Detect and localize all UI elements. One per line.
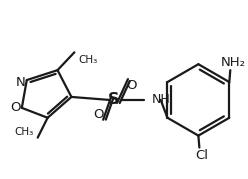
Text: N: N (16, 76, 26, 89)
Text: O: O (93, 108, 103, 121)
Text: NH: NH (152, 93, 171, 106)
Text: NH₂: NH₂ (221, 56, 246, 69)
Text: S: S (108, 92, 120, 107)
Text: CH₃: CH₃ (78, 55, 98, 65)
Text: O: O (127, 79, 137, 91)
Text: Cl: Cl (195, 149, 208, 162)
Text: CH₃: CH₃ (14, 127, 34, 137)
Text: O: O (11, 101, 21, 114)
